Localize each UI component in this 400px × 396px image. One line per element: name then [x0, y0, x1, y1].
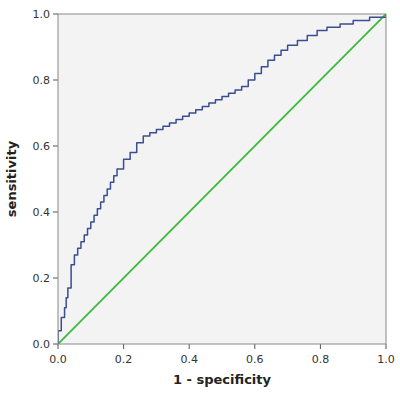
- y-tick-label: 0.2: [33, 272, 51, 285]
- x-tick-label: 0.8: [312, 353, 330, 366]
- x-tick: [189, 344, 190, 349]
- x-tick: [254, 344, 255, 349]
- y-tick: [53, 278, 58, 279]
- axes: 0.0 0.2 0.4 0.6 0.8 1.0 0.0 0.2 0.4 0.6 0.8 1.0: [33, 8, 395, 366]
- y-tick-label: 0.6: [33, 140, 51, 153]
- y-tick: [53, 80, 58, 81]
- y-tick: [53, 14, 58, 15]
- y-axis-label: sensitivity: [4, 140, 19, 217]
- y-tick: [53, 146, 58, 147]
- series-line: [58, 14, 386, 344]
- x-tick-label: 0.6: [246, 353, 264, 366]
- y-tick-label: 1.0: [33, 8, 51, 21]
- x-tick: [320, 344, 321, 349]
- y-tick: [53, 212, 58, 213]
- x-tick-label: 0.2: [115, 353, 133, 366]
- y-tick-label: 0.0: [33, 338, 51, 351]
- chart: 0.0 0.2 0.4 0.6 0.8 1.0 0.0 0.2 0.4 0.6 0.8 1.0 1 - …: [0, 0, 400, 396]
- x-tick: [123, 344, 124, 349]
- plot-frame: [58, 14, 386, 344]
- x-axis-label: 1 - specificity: [173, 372, 272, 387]
- x-tick-label: 0.4: [180, 353, 198, 366]
- x-tick-label: 1.0: [377, 353, 395, 366]
- y-tick-label: 0.8: [33, 74, 51, 87]
- plot-area: [58, 14, 386, 344]
- x-tick-label: 0.0: [49, 353, 67, 366]
- plot-background: [58, 14, 386, 344]
- x-tick: [58, 344, 59, 349]
- y-tick: [53, 344, 58, 345]
- series-line: [58, 14, 386, 344]
- x-tick: [386, 344, 387, 349]
- y-tick-label: 0.4: [33, 206, 51, 219]
